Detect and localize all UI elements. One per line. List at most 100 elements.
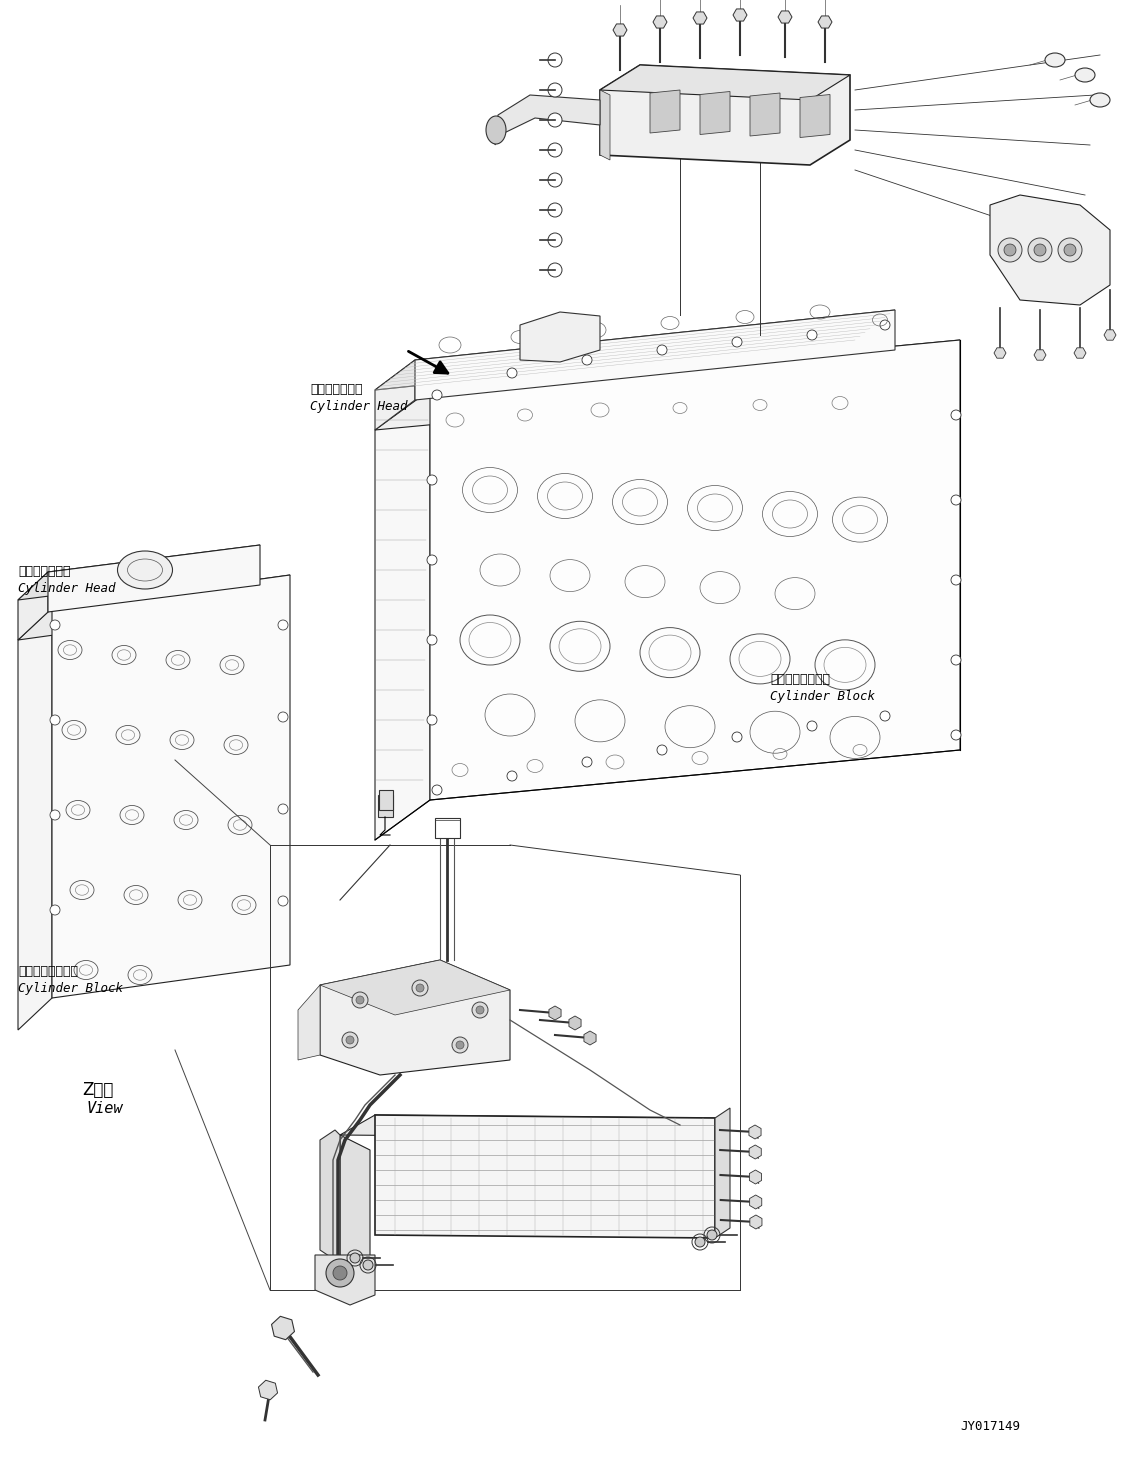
Circle shape [951,656,961,664]
Circle shape [50,715,59,726]
Circle shape [278,712,288,723]
Circle shape [427,555,437,565]
Polygon shape [549,1005,561,1020]
Circle shape [432,785,442,796]
Circle shape [880,711,890,721]
Polygon shape [1104,329,1116,339]
Polygon shape [750,1215,762,1230]
Polygon shape [18,573,48,640]
Ellipse shape [1076,68,1095,82]
Polygon shape [375,390,430,841]
Text: Cylinder Head: Cylinder Head [310,401,408,412]
Circle shape [355,997,363,1004]
Polygon shape [749,1125,761,1139]
Polygon shape [716,1107,730,1238]
Polygon shape [375,339,960,430]
Circle shape [951,730,961,740]
Polygon shape [818,16,832,28]
Polygon shape [650,90,680,133]
Ellipse shape [1090,93,1110,106]
Circle shape [1028,237,1052,262]
Polygon shape [375,360,415,430]
Circle shape [547,143,562,157]
Polygon shape [1074,348,1086,358]
Polygon shape [653,16,668,28]
Polygon shape [613,23,628,36]
Circle shape [326,1259,354,1287]
Circle shape [951,409,961,420]
Circle shape [416,983,424,992]
Text: Cylinder Head: Cylinder Head [18,581,115,594]
Circle shape [427,715,437,726]
Text: シリンダヘッド: シリンダヘッド [310,383,362,396]
Text: Cylinder Block: Cylinder Block [18,982,123,995]
Text: Z　視: Z 視 [82,1081,113,1099]
Polygon shape [320,960,510,1075]
Circle shape [880,321,890,329]
Polygon shape [750,1170,761,1185]
Circle shape [333,1266,347,1281]
Circle shape [657,745,668,755]
Polygon shape [18,576,290,640]
Circle shape [998,237,1022,262]
Polygon shape [320,1131,339,1260]
Polygon shape [1034,350,1046,360]
Polygon shape [18,545,259,600]
Circle shape [278,621,288,629]
Circle shape [547,52,562,67]
Bar [378,796,393,817]
Circle shape [427,635,437,645]
Circle shape [951,576,961,586]
Circle shape [342,1032,358,1048]
Polygon shape [339,1135,370,1271]
Circle shape [278,804,288,814]
Polygon shape [415,310,895,401]
Circle shape [427,475,437,485]
Circle shape [411,981,427,997]
Polygon shape [749,1145,761,1158]
Circle shape [451,1037,467,1053]
Circle shape [547,114,562,127]
Circle shape [278,896,288,906]
Circle shape [1034,243,1046,256]
Circle shape [695,1237,705,1247]
Polygon shape [600,66,850,101]
Polygon shape [800,95,830,137]
Circle shape [732,337,742,347]
Circle shape [807,329,817,339]
Polygon shape [51,576,290,998]
Circle shape [363,1260,373,1271]
Circle shape [475,1005,483,1014]
Circle shape [951,495,961,506]
Circle shape [50,905,59,915]
Polygon shape [375,1115,716,1238]
Ellipse shape [1045,52,1065,67]
Text: シリンダブロック: シリンダブロック [770,673,830,686]
Polygon shape [320,960,510,1016]
Polygon shape [994,348,1006,358]
Polygon shape [700,92,730,134]
Circle shape [507,771,517,781]
Ellipse shape [118,551,173,589]
Text: Cylinder Block: Cylinder Block [770,691,876,702]
Polygon shape [18,608,51,1030]
Circle shape [547,173,562,186]
Circle shape [582,758,592,766]
Polygon shape [430,339,960,800]
Circle shape [708,1230,717,1240]
Circle shape [1064,243,1076,256]
Text: View: View [87,1101,123,1116]
Polygon shape [272,1316,295,1339]
Polygon shape [750,1195,761,1209]
Polygon shape [600,66,850,165]
Polygon shape [778,12,792,23]
Circle shape [432,390,442,401]
Polygon shape [990,195,1110,305]
Circle shape [346,1036,354,1045]
Polygon shape [584,1032,596,1045]
Circle shape [507,369,517,377]
Circle shape [456,1040,464,1049]
Circle shape [547,264,562,277]
Ellipse shape [486,117,506,144]
Polygon shape [48,545,259,612]
